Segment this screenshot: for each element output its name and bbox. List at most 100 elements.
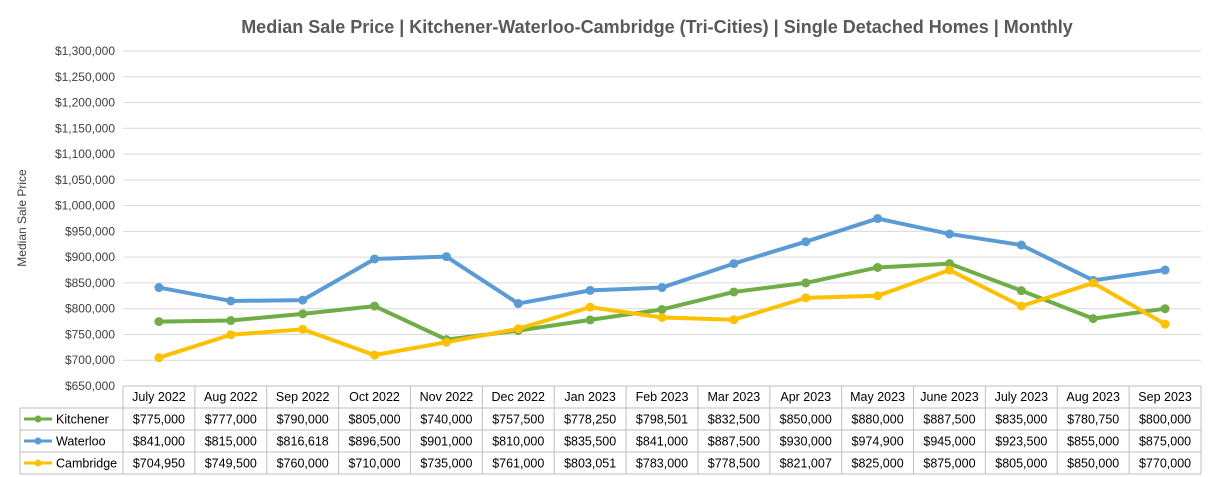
data-label: $832,500 [708,413,760,427]
data-point-waterloo [801,237,811,247]
data-point-cambridge [298,324,308,334]
data-point-cambridge [1160,319,1170,329]
x-tick-label: Sep 2022 [276,390,330,404]
data-point-kitchener [370,301,380,311]
y-tick-label: $1,050,000 [55,173,115,187]
data-point-cambridge [801,293,811,303]
data-point-waterloo [1160,265,1170,275]
data-label: $974,900 [852,435,904,449]
y-tick-label: $750,000 [65,327,115,341]
data-label: $783,000 [636,457,688,471]
data-label: $798,501 [636,413,688,427]
data-label: $930,000 [780,435,832,449]
y-tick-label: $900,000 [65,250,115,264]
y-tick-label: $1,300,000 [55,44,115,58]
data-point-waterloo [226,296,236,306]
data-label: $761,000 [492,457,544,471]
data-label: $841,000 [133,435,185,449]
legend-key-marker [34,415,42,423]
x-tick-label: Aug 2022 [204,390,258,404]
data-point-waterloo [154,283,164,293]
data-point-cambridge [1088,278,1098,288]
data-label: $778,250 [564,413,616,427]
y-tick-label: $850,000 [65,276,115,290]
data-label: $803,051 [564,457,616,471]
data-point-waterloo [370,254,380,264]
y-tick-label: $1,200,000 [55,96,115,110]
y-tick-label: $1,250,000 [55,70,115,84]
y-tick-label: $950,000 [65,224,115,238]
data-point-waterloo [873,214,883,224]
data-label: $887,500 [708,435,760,449]
data-point-cambridge [585,302,595,312]
legend-key-marker [34,437,42,445]
y-tick-label: $1,150,000 [55,121,115,135]
data-point-kitchener [873,262,883,272]
data-point-waterloo [513,299,523,309]
data-table: July 2022 Aug 2022 Sep 2022 Oct 2022 Nov 202… [19,385,1202,475]
data-label: $790,000 [277,413,329,427]
data-label: $805,000 [995,457,1047,471]
data-point-cambridge [1016,301,1026,311]
x-tick-label: Nov 2022 [420,390,474,404]
data-label: $835,000 [995,413,1047,427]
data-point-kitchener [657,304,667,314]
data-point-kitchener [944,259,954,269]
x-tick-label: Oct 2022 [349,390,400,404]
x-tick-label: July 2022 [132,390,186,404]
data-label: $821,007 [780,457,832,471]
x-tick-label: May 2023 [850,390,905,404]
chart-title: Median Sale Price | Kitchener-Waterloo-C… [241,17,1073,37]
y-tick-label: $800,000 [65,302,115,316]
gridlines [123,50,1201,387]
data-label: $749,500 [205,457,257,471]
legend-entry-cambridge: Cambridge [56,457,117,471]
data-point-kitchener [298,309,308,319]
data-point-kitchener [1088,314,1098,324]
data-label: $740,000 [420,413,472,427]
x-tick-label: June 2023 [920,390,978,404]
data-label: $855,000 [1067,435,1119,449]
data-label: $816,618 [277,435,329,449]
data-point-waterloo [1016,240,1026,250]
data-point-cambridge [154,353,164,363]
data-label: $841,000 [636,435,688,449]
data-label: $710,000 [348,457,400,471]
y-tick-label: $650,000 [65,379,115,393]
data-point-kitchener [154,317,164,327]
data-label: $757,500 [492,413,544,427]
x-tick-label: Jan 2023 [564,390,615,404]
data-point-cambridge [729,315,739,325]
y-axis-ticks: $650,000 $700,000 $750,000 $800,000 $850,000… [55,44,115,393]
y-axis-label: Median Sale Price [15,169,29,267]
data-label: $923,500 [995,435,1047,449]
data-point-waterloo [944,229,954,239]
data-label: $835,500 [564,435,616,449]
data-label: $805,000 [348,413,400,427]
data-point-waterloo [585,285,595,295]
data-point-waterloo [441,252,451,262]
data-label: $945,000 [923,435,975,449]
y-tick-label: $700,000 [65,353,115,367]
data-label: $850,000 [1067,457,1119,471]
data-label: $777,000 [205,413,257,427]
data-point-cambridge [441,337,451,347]
data-point-cambridge [513,324,523,334]
data-label: $810,000 [492,435,544,449]
data-label: $735,000 [420,457,472,471]
data-label: $875,000 [1139,435,1191,449]
legend-key-marker [34,459,42,467]
data-label: $778,500 [708,457,760,471]
data-point-cambridge [873,291,883,301]
data-label: $775,000 [133,413,185,427]
data-point-kitchener [1160,304,1170,314]
data-label: $770,000 [1139,457,1191,471]
data-point-kitchener [729,287,739,297]
data-label: $896,500 [348,435,400,449]
data-label: $901,000 [420,435,472,449]
data-point-waterloo [657,283,667,293]
data-point-cambridge [370,350,380,360]
data-point-kitchener [1016,286,1026,296]
x-tick-label: Mar 2023 [707,390,760,404]
